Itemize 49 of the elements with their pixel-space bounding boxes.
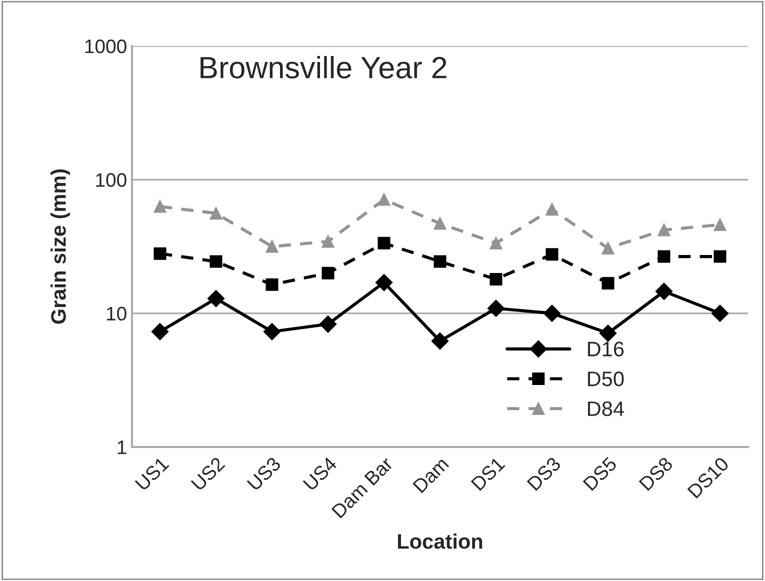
point	[602, 276, 614, 290]
point	[378, 193, 390, 206]
point	[263, 323, 281, 340]
point	[322, 235, 334, 248]
point	[431, 332, 449, 350]
point	[319, 316, 337, 333]
point	[602, 242, 614, 254]
point	[378, 236, 390, 250]
point	[543, 304, 561, 322]
point	[658, 250, 670, 263]
point	[210, 255, 222, 268]
legend-label: D84	[588, 401, 624, 416]
y-tick-label: 100	[96, 173, 126, 187]
x-tick-label: DS1	[470, 456, 506, 492]
x-tick-label: US3	[246, 456, 282, 492]
point	[266, 240, 278, 253]
point	[490, 272, 502, 286]
x-tick-label: US1	[134, 456, 170, 492]
y-tick-label: 10	[106, 306, 126, 321]
point	[266, 278, 278, 291]
x-tick-label: DS3	[526, 456, 562, 492]
point	[322, 266, 334, 280]
point	[375, 274, 393, 292]
point	[714, 218, 726, 231]
point	[655, 282, 673, 300]
point	[714, 250, 726, 263]
legend-label: D50	[588, 372, 624, 386]
point	[434, 217, 446, 230]
point	[154, 247, 166, 260]
point	[490, 236, 502, 250]
point	[154, 200, 166, 213]
y-axis-title: Grain size (mm)	[50, 169, 70, 324]
point	[487, 300, 505, 317]
point	[658, 224, 670, 236]
x-tick-label: US2	[190, 456, 226, 492]
point	[210, 207, 222, 220]
x-axis-title: Location	[398, 534, 482, 549]
chart-title: Brownsville Year 2	[200, 56, 446, 78]
point	[434, 255, 446, 268]
y-tick-label: 1	[118, 440, 126, 454]
y-tick-label: 1000	[85, 39, 126, 54]
point	[546, 248, 558, 261]
point	[546, 203, 558, 216]
point	[207, 290, 225, 308]
x-tick-label: DS8	[638, 456, 674, 492]
point	[151, 323, 169, 340]
legend-label: D16	[588, 342, 624, 356]
point	[599, 324, 617, 342]
point	[711, 304, 729, 322]
